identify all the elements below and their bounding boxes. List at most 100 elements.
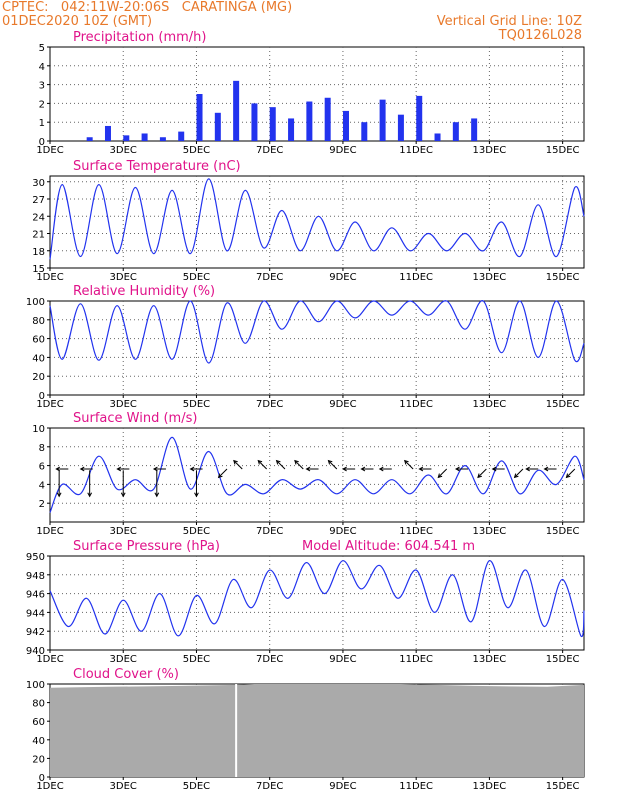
panel-6-xtick-label: 7DEC bbox=[256, 781, 283, 792]
panel-4-wind-arrowhead bbox=[87, 492, 93, 498]
panel-5-xtick-label: 5DEC bbox=[183, 654, 210, 665]
panel-4-wind-arrowhead bbox=[327, 459, 333, 465]
panel-4-xtick-label: 9DEC bbox=[329, 526, 356, 537]
panel-4-wind-arrow bbox=[404, 460, 414, 470]
panel-2-xtick-label: 7DEC bbox=[256, 272, 283, 283]
panel-5-xtick-label: 7DEC bbox=[256, 654, 283, 665]
panel-1-xtick-label: 7DEC bbox=[256, 145, 283, 156]
panel-4-wind-arrowhead bbox=[491, 466, 497, 472]
panel-4-wind-arrowhead bbox=[418, 466, 424, 472]
panel-1-ytick-label: 2 bbox=[39, 99, 45, 110]
panel-5-xtick-label: 9DEC bbox=[329, 654, 356, 665]
panel-2-series-line bbox=[49, 178, 585, 260]
panel-4-wind-arrowhead bbox=[342, 466, 347, 472]
panel-4-xtick-label: 5DEC bbox=[183, 526, 210, 537]
panel-4-ytick-label: 8 bbox=[39, 443, 45, 454]
panel-4-wind-arrowhead bbox=[194, 492, 199, 498]
panel-3-ytick-label: 60 bbox=[32, 335, 45, 346]
panel-5-series-line bbox=[49, 560, 585, 638]
panel-6-ytick-label: 80 bbox=[32, 699, 45, 710]
panel-2-frame bbox=[49, 175, 585, 269]
panel-1-bar bbox=[471, 118, 478, 141]
panel-4-wind-arrowhead bbox=[305, 466, 311, 472]
panel-4-wind-arrowhead bbox=[79, 466, 85, 472]
panel-2-ytick-label: 21 bbox=[32, 230, 45, 241]
panel-2-xtick-label: 3DEC bbox=[110, 272, 137, 283]
panel-1-bar bbox=[361, 122, 368, 141]
panel-1-ytick-label: 1 bbox=[39, 118, 45, 129]
panel-1-bar bbox=[196, 94, 203, 141]
header-station: CPTEC: 042:11W-20:06S CARATINGA (MG) bbox=[2, 0, 293, 15]
panel-4-ytick-label: 4 bbox=[39, 480, 45, 491]
panel-6-ytick-label: 40 bbox=[32, 736, 45, 747]
panel-1-bar bbox=[123, 135, 130, 141]
panel-4-wind-arrowhead bbox=[56, 492, 62, 498]
panel-4-wind-arrowhead bbox=[455, 466, 460, 472]
panel-2-xtick-label: 9DEC bbox=[329, 272, 356, 283]
panel-5-xtick-label: 11DEC bbox=[399, 654, 433, 665]
panel-6-ytick-label: 100 bbox=[26, 680, 45, 691]
panel-3-xtick-label: 9DEC bbox=[329, 399, 356, 410]
panel-5-xtick-label: 1DEC bbox=[36, 654, 63, 665]
panel-6-xtick-label: 11DEC bbox=[399, 781, 433, 792]
panel-4-wind-arrow bbox=[276, 460, 286, 470]
panel-6-ytick-label: 0 bbox=[39, 773, 45, 784]
panel-1-ytick-label: 3 bbox=[39, 81, 45, 92]
panel-1-ytick-label: 0 bbox=[39, 137, 45, 148]
header-date: 01DEC2020 10Z (GMT) bbox=[2, 14, 153, 29]
panel-6-xtick-label: 3DEC bbox=[110, 781, 137, 792]
panel-4-ytick-label: 2 bbox=[39, 499, 45, 510]
panel-4-wind-arrow bbox=[233, 460, 243, 470]
panel-4-wind-arrow bbox=[477, 468, 487, 478]
panel-3-ytick-label: 0 bbox=[39, 391, 45, 402]
panel-1-frame bbox=[49, 46, 585, 142]
panel-3-xtick-label: 15DEC bbox=[546, 399, 580, 410]
panel-2-ytick-label: 24 bbox=[32, 212, 45, 223]
panel-1-bar bbox=[159, 137, 166, 141]
panel-5-ytick-label: 944 bbox=[26, 608, 45, 619]
panel-5-xtick-label: 3DEC bbox=[110, 654, 137, 665]
panel-1-bar bbox=[397, 114, 404, 141]
panel-4-ytick-label: 6 bbox=[39, 462, 45, 473]
panel-3-xtick-label: 7DEC bbox=[256, 399, 283, 410]
panel-5-ytick-label: 940 bbox=[26, 646, 45, 657]
panel-4-wind-arrow bbox=[328, 460, 338, 470]
panel-1-bar bbox=[251, 103, 258, 141]
panel-6-ytick-label: 20 bbox=[32, 754, 45, 765]
panel-2-xtick-label: 13DEC bbox=[473, 272, 507, 283]
panel-4-wind-arrowhead bbox=[257, 459, 263, 465]
panel-1-ytick-label: 4 bbox=[39, 62, 45, 73]
panel-3-frame bbox=[49, 300, 585, 396]
panel-2-xtick-label: 11DEC bbox=[399, 272, 433, 283]
panel-3-ytick-label: 40 bbox=[32, 353, 45, 364]
panel-4-series-line bbox=[49, 436, 585, 513]
panel-1-bar bbox=[86, 137, 93, 141]
panel-1-bar bbox=[452, 122, 459, 141]
header-grid-note: Vertical Grid Line: 10Z bbox=[436, 14, 582, 29]
panel-4-wind-arrowhead bbox=[543, 466, 549, 472]
panel-4-xtick-label: 11DEC bbox=[399, 526, 433, 537]
panel-1-bar bbox=[306, 101, 313, 141]
panel-2-ytick-label: 30 bbox=[32, 178, 45, 189]
panel-5-model-altitude: Model Altitude: 604.541 m bbox=[302, 539, 475, 554]
panel-4-wind-arrowhead bbox=[275, 459, 281, 465]
panel-3-ytick-label: 80 bbox=[32, 316, 45, 327]
panel-4-wind-arrowhead bbox=[116, 466, 122, 472]
panel-3-series-line bbox=[49, 300, 585, 364]
panel-4-wind-arrow bbox=[437, 468, 448, 478]
panel-1-xtick-label: 15DEC bbox=[546, 145, 580, 156]
panel-5-xtick-label: 15DEC bbox=[546, 654, 580, 665]
panel-3-xtick-label: 5DEC bbox=[183, 399, 210, 410]
panel-4-wind-arrow bbox=[514, 468, 524, 478]
panel-3-xtick-label: 13DEC bbox=[473, 399, 507, 410]
panel-4-wind-arrow bbox=[566, 468, 576, 478]
panel-4-wind-arrowhead bbox=[189, 466, 195, 472]
panel-1-ytick-label: 5 bbox=[39, 43, 45, 54]
panel-5-ytick-label: 946 bbox=[26, 590, 45, 601]
panel-4-wind-arrowhead bbox=[477, 473, 482, 479]
panel-6-area bbox=[50, 684, 584, 777]
panel-2-ytick-label: 27 bbox=[32, 195, 45, 206]
panel-1-bar bbox=[141, 133, 148, 141]
panel-4-wind-arrowhead bbox=[565, 473, 571, 479]
